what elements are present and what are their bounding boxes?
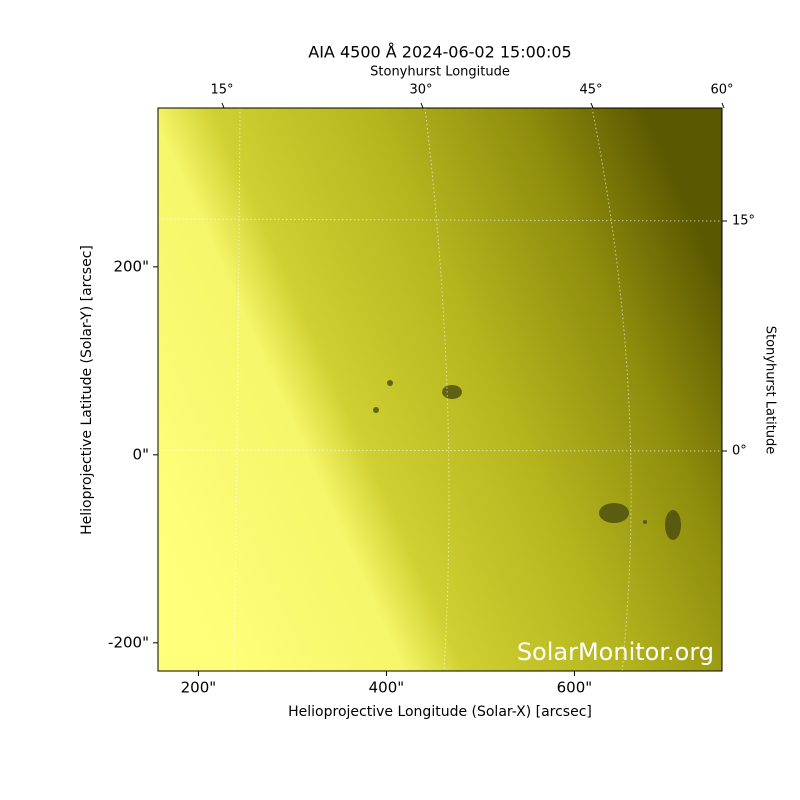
top-tick [590,102,594,109]
solar-image [157,107,723,672]
y-axis-label: Helioprojective Latitude (Solar-Y) [arcs… [79,245,95,535]
top-tick-label: 45° [579,83,602,98]
right-tick-label: 15° [732,214,755,229]
y-tick-label: 200" [113,257,149,275]
top-tick-label: 30° [409,83,432,98]
top-tick [221,102,225,109]
x-tick-label: 600" [557,679,593,697]
y-tick-label: 0" [133,445,149,463]
title: AIA 4500 Å 2024-06-02 15:00:05 [308,43,571,62]
x-tick-label: 200" [181,679,217,697]
top-tick [721,102,725,109]
y-tick-label: -200" [108,633,149,651]
x-axis-label: Helioprojective Longitude (Solar-X) [arc… [288,704,592,720]
top-axis-label: Stonyhurst Longitude [370,65,510,80]
top-tick [420,102,424,109]
top-tick-label: 15° [210,83,233,98]
right-tick-label: 0° [732,444,747,459]
watermark: SolarMonitor.org [517,638,714,666]
top-tick-label: 60° [710,83,733,98]
x-tick-label: 400" [369,679,405,697]
right-axis-label: Stonyhurst Latitude [763,326,778,455]
